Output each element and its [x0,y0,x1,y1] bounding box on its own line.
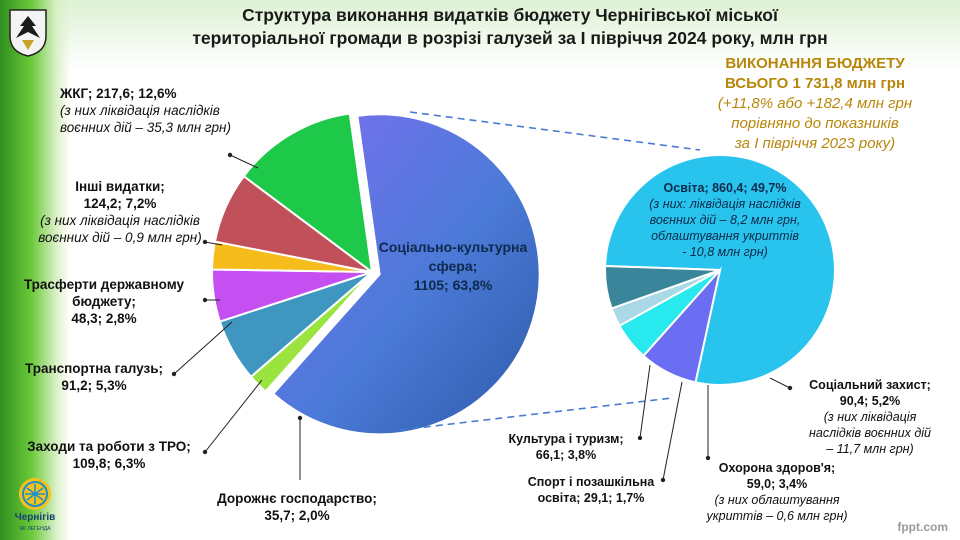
leader-zdorovya-dot [705,455,711,461]
label-transport: Транспортна галузь; 91,2; 5,3% [4,360,184,394]
label-osvita: Освіта; 860,4; 49,7% (з них: ліквідація … [630,180,820,260]
sotsialnyi-note-1: (з них ліквідація [823,410,917,424]
pie-slice-культура-і-туризм [604,264,721,310]
side-gradient [0,0,70,540]
summary-change: (+11,8% або +182,4 млн грн [717,95,913,112]
osvita-note-1: (з них: ліквідація наслідків [649,197,801,211]
transport-name: Транспортна галузь; [24,361,163,376]
connector-top [409,111,701,151]
leader-inshi [204,241,223,246]
summary-compare: порівняно до показників [731,115,899,132]
zdorovya-note-2: укриттів – 0,6 млн грн) [706,509,848,523]
osvita-note-4: - 10,8 млн грн) [682,245,768,259]
leader-sotsialnyi [769,377,791,389]
zhkg-value: ЖКГ; 217,6; 12,6% [60,86,177,101]
pie-slice-жкг [242,112,374,275]
leader-sotsialnyi-dot [787,385,793,391]
inshi-note-2: воєнних дій – 0,9 млн грн) [38,230,202,245]
leader-kultura [639,364,651,439]
kultura-value: 66,1; 3,8% [535,448,597,462]
sotsialnyi-note-2: наслідків воєнних дій [809,426,931,440]
kultura-name: Культура і туризм; [508,432,624,446]
label-sport: Спорт і позашкільна освіта; 29,1; 1,7% [516,474,666,506]
zhkg-note-2: воєнних дій – 35,3 млн грн) [60,120,231,135]
osvita-value: Освіта; 860,4; 49,7% [663,181,787,195]
label-tro: Заходи та роботи з ТРО; 109,8; 6,3% [4,438,214,472]
osvita-note-3: облаштування укриттів [651,229,799,243]
social-culture-name: Соціально-культурна [378,239,528,255]
transfer-name-2: бюджету; [72,294,136,309]
osvita-note-2: воєнних дій – 8,2 млн грн, [649,213,801,227]
connector-bottom [399,397,673,431]
sotsialnyi-name: Соціальний захист; [809,378,931,392]
sotsialnyi-value: 90,4; 5,2% [839,394,901,408]
tro-name: Заходи та роботи з ТРО; [27,439,191,454]
main-pie [211,112,541,436]
label-transfer: Трасферти державному бюджету; 48,3; 2,8% [4,276,204,327]
leader-tro [204,379,263,453]
leader-tro-dot [202,449,208,455]
transfer-value: 48,3; 2,8% [71,311,137,326]
watermark: fppt.com [897,520,948,534]
inshi-value: 124,2; 7,2% [83,196,157,211]
zhkg-note-1: (з них ліквідація наслідків [60,103,220,118]
label-social-culture: Соціально-культурна сфера; 1105; 63,8% [378,238,528,295]
header-gradient [0,0,960,70]
chart-title: Структура виконання видатків бюджету Чер… [150,4,870,50]
label-zhkg: ЖКГ; 217,6; 12,6% (з них ліквідація насл… [60,85,231,136]
detail-pie [604,154,836,386]
zdorovya-value: 59,0; 3,4% [746,477,808,491]
logo-slogan: ЯК ЛЕГЕНДА [20,526,52,532]
leader-transport [173,321,233,375]
summary-total: ВСЬОГО 1 731,8 млн грн [724,75,906,92]
label-dorozhne: Дорожнє господарство; 35,7; 2,0% [192,490,402,524]
budget-summary: ВИКОНАННЯ БЮДЖЕТУ ВСЬОГО 1 731,8 млн грн… [700,54,930,154]
chernihiv-logo: Чернігів ЯК ЛЕГЕНДА [15,478,56,532]
label-zdorovya: Охорона здоров'я; 59,0; 3,4% (з них обла… [692,460,862,524]
leader-kultura-dot [637,435,643,441]
pie-slice-соціально-культурна-сфера [271,113,541,436]
coat-of-arms-icon [9,9,47,57]
inshi-note-1: (з них ліквідація наслідків [40,213,200,228]
sotsialnyi-note-3: – 11,7 млн грн) [826,442,914,456]
leader-sport-dot [660,477,666,483]
leader-transfer-dot [202,297,208,303]
zdorovya-note-1: (з них облаштування [714,493,840,507]
inshi-name: Інші видатки; [75,179,165,194]
dorozhne-name: Дорожнє господарство; [217,491,377,506]
social-culture-value: 1105; 63,8% [413,277,493,293]
zdorovya-name: Охорона здоров'я; [718,461,836,475]
leader-zhkg [229,154,259,169]
label-sotsialnyi: Соціальний захист; 90,4; 5,2% (з них лік… [790,377,950,457]
label-kultura: Культура і туризм; 66,1; 3,8% [496,431,636,463]
label-inshi: Інші видатки; 124,2; 7,2% (з них ліквіда… [20,178,220,246]
sport-value: освіта; 29,1; 1,7% [537,491,645,505]
leader-transport-dot [171,371,177,377]
leader-zhkg-dot [227,152,233,158]
dorozhne-value: 35,7; 2,0% [264,508,330,523]
transfer-name: Трасферти державному [23,277,185,292]
leader-sport [662,381,683,481]
summary-heading: ВИКОНАННЯ БЮДЖЕТУ [725,55,905,72]
transport-value: 91,2; 5,3% [61,378,127,393]
connector-lines [171,111,793,483]
title-line-2: територіальної громади в розрізі галузей… [192,28,828,48]
leader-dorozhne-dot [297,415,303,421]
title-line-1: Структура виконання видатків бюджету Чер… [242,5,778,25]
tro-value: 109,8; 6,3% [72,456,146,471]
social-culture-name-2: сфера; [428,258,478,274]
leader-inshi-dot [202,239,208,245]
summary-period: за І півріччя 2023 року) [734,135,896,152]
sport-name: Спорт і позашкільна [527,475,655,489]
logo-city-name: Чернігів [15,512,56,523]
